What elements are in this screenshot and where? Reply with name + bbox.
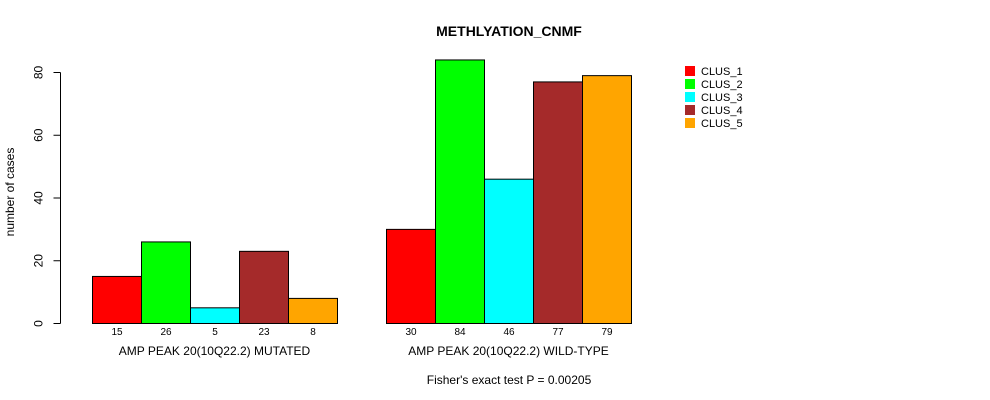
legend-label-clus-3: CLUS_3 bbox=[701, 92, 743, 104]
bar-group1-clus-3 bbox=[190, 307, 240, 324]
bar-count-label: 79 bbox=[601, 327, 613, 338]
bar-count-label: 23 bbox=[258, 327, 270, 338]
bar-group2-clus-2 bbox=[435, 59, 485, 324]
bar-group1-clus-5 bbox=[288, 297, 338, 324]
y-tick-label-80: 80 bbox=[32, 66, 46, 80]
legend-label-clus-2: CLUS_2 bbox=[701, 79, 743, 91]
y-axis: 0 20 40 60 80 bbox=[32, 66, 61, 327]
bar-group2-clus-3 bbox=[484, 178, 534, 324]
legend-swatch-clus-5 bbox=[685, 118, 695, 128]
bar-count-label: 30 bbox=[405, 327, 417, 338]
group-label-2: AMP PEAK 20(10Q22.2) WILD-TYPE bbox=[408, 344, 609, 358]
bar-group1-clus-2 bbox=[141, 241, 191, 324]
bar-count-label: 8 bbox=[310, 327, 316, 338]
y-tick-label-40: 40 bbox=[32, 191, 46, 205]
group-label-1: AMP PEAK 20(10Q22.2) MUTATED bbox=[119, 344, 311, 358]
bar-count-label: 5 bbox=[212, 327, 218, 338]
bar-count-label: 46 bbox=[503, 327, 515, 338]
y-tick-label-0: 0 bbox=[32, 320, 46, 327]
chart-title: METHLYATION_CNMF bbox=[436, 23, 582, 39]
bar-group2-clus-1 bbox=[386, 228, 436, 324]
bar-group2-clus-4 bbox=[533, 81, 583, 324]
bar-group2-clus-5 bbox=[582, 75, 632, 324]
legend-label-clus-5: CLUS_5 bbox=[701, 118, 743, 130]
y-tick-label-20: 20 bbox=[32, 254, 46, 268]
legend-swatch-clus-4 bbox=[685, 105, 695, 115]
bar-group1-clus-4 bbox=[239, 250, 289, 324]
bar-count-label: 77 bbox=[552, 327, 564, 338]
bar-count-label: 84 bbox=[454, 327, 466, 338]
fisher-test-footnote: Fisher's exact test P = 0.00205 bbox=[427, 373, 592, 387]
bar-group1-clus-1 bbox=[92, 275, 142, 324]
legend-swatch-clus-2 bbox=[685, 79, 695, 89]
legend-label-clus-1: CLUS_1 bbox=[701, 66, 743, 78]
bar-count-label: 15 bbox=[111, 327, 123, 338]
legend-label-clus-4: CLUS_4 bbox=[701, 105, 743, 117]
y-axis-label: number of cases bbox=[3, 148, 17, 237]
y-tick-label-60: 60 bbox=[32, 128, 46, 142]
bar-count-label: 26 bbox=[160, 327, 172, 338]
bars-group: 15 26 5 23 8 AMP PEAK 20(10Q22.2) MUTATED 30 84… bbox=[92, 59, 632, 358]
legend-swatch-clus-1 bbox=[685, 66, 695, 76]
legend-swatch-clus-3 bbox=[685, 92, 695, 102]
